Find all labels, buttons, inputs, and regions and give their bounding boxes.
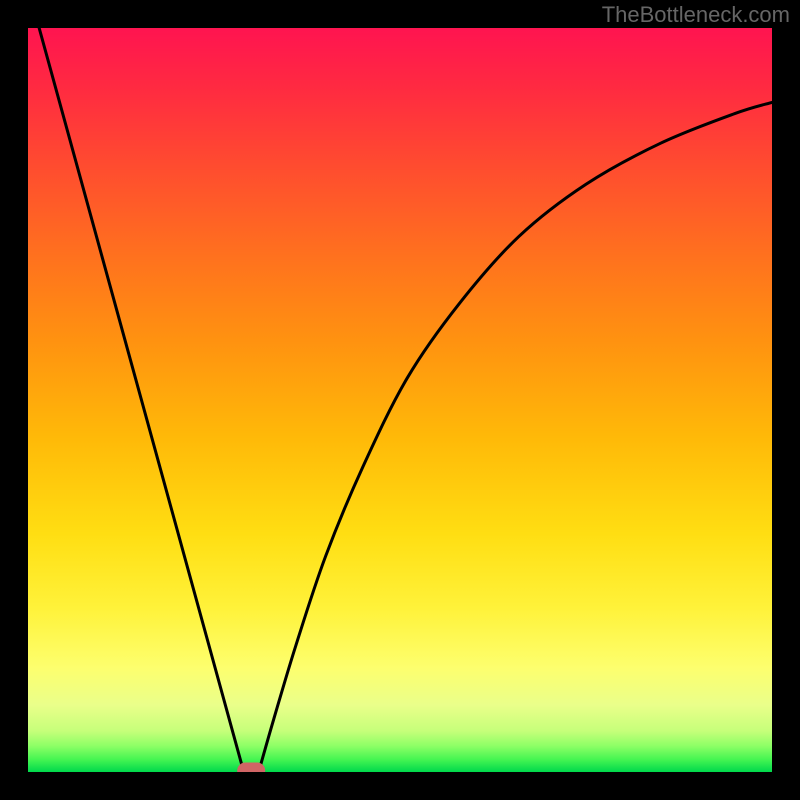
chart-root: TheBottleneck.com (0, 0, 800, 800)
plot-gradient-background (28, 28, 772, 772)
chart-svg (0, 0, 800, 800)
watermark-text: TheBottleneck.com (602, 2, 790, 28)
